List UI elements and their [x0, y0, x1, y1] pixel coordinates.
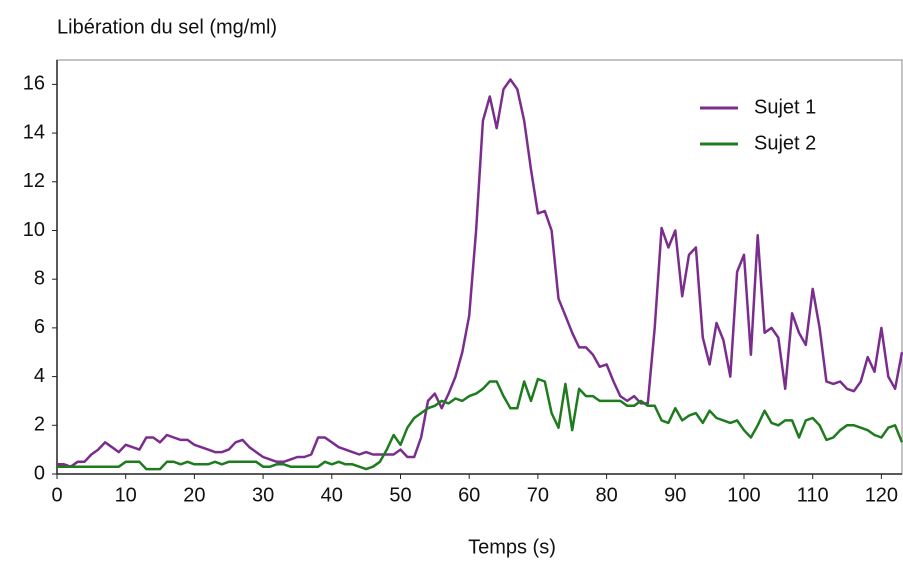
y-tick-label: 16: [23, 73, 45, 95]
y-tick-label: 4: [34, 365, 45, 387]
y-tick-label: 12: [23, 170, 45, 192]
y-tick-label: 10: [23, 219, 45, 241]
series-line: [57, 78, 903, 468]
x-tick-label: 80: [595, 484, 617, 506]
y-tick-label: 14: [23, 121, 45, 143]
legend-label: Sujet 1: [754, 96, 816, 118]
plot-frame: [56, 59, 903, 475]
x-tick-label: 10: [115, 484, 137, 506]
x-tick-label: 30: [252, 484, 274, 506]
x-tick-label: 60: [458, 484, 480, 506]
x-tick-label: 0: [51, 484, 62, 506]
series-line: [57, 377, 903, 471]
y-tick-label: 6: [34, 316, 45, 338]
x-tick-label: 90: [664, 484, 686, 506]
x-tick-label: 20: [183, 484, 205, 506]
x-axis-label: Temps (s): [468, 536, 556, 558]
x-tick-label: 110: [797, 484, 829, 506]
y-tick-label: 8: [34, 267, 45, 289]
y-tick-label: 2: [34, 414, 45, 436]
x-tick-label: 70: [527, 484, 549, 506]
x-tick-label: 100: [727, 484, 760, 506]
y-axis-label: Libération du sel (mg/ml): [57, 16, 277, 38]
x-tick-label: 120: [865, 484, 898, 506]
legend-label: Sujet 2: [754, 132, 816, 154]
x-tick-label: 50: [389, 484, 411, 506]
y-tick-label: 0: [34, 462, 45, 484]
x-tick-label: 40: [321, 484, 343, 506]
